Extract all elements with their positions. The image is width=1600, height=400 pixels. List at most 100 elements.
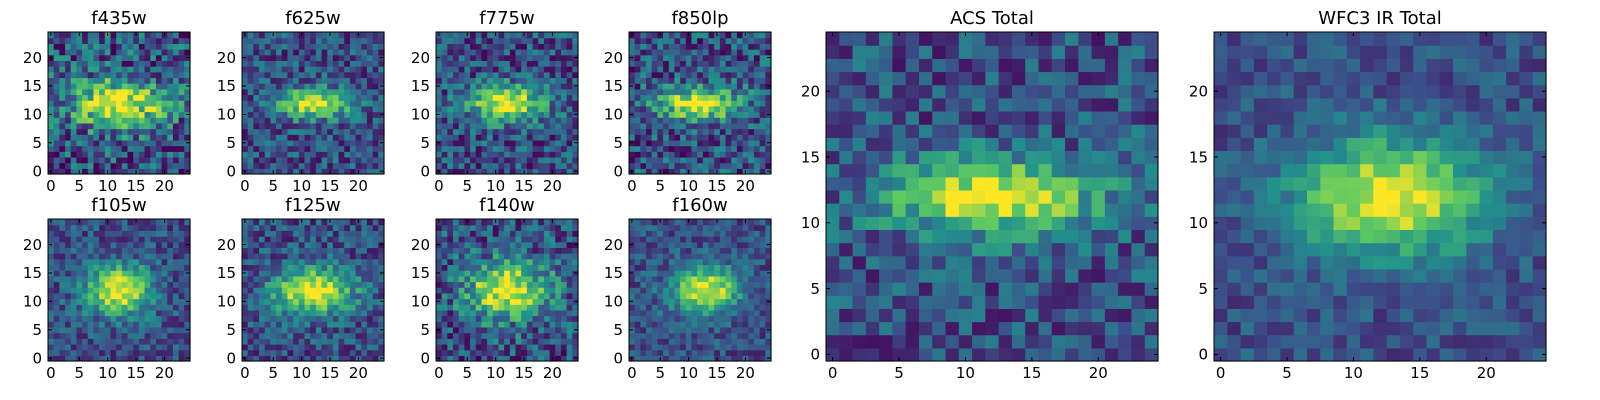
heatmap-cell	[110, 71, 117, 79]
heatmap-cell	[65, 71, 72, 79]
heatmap-cell	[332, 151, 340, 158]
heatmap-cell	[82, 287, 89, 294]
heatmap-cell	[555, 139, 562, 147]
heatmap-cell	[70, 105, 77, 113]
heatmap-cell	[498, 71, 505, 79]
heatmap-cell	[361, 247, 368, 254]
heatmap-cell	[104, 117, 112, 124]
heatmap-cell	[310, 343, 317, 351]
heatmap-cell	[725, 338, 732, 345]
heatmap-cell	[138, 122, 146, 130]
heatmap-cell	[748, 168, 755, 175]
x-tick-label: 15	[320, 364, 339, 382]
heatmap-cell	[719, 122, 727, 130]
heatmap-cell	[184, 343, 191, 351]
heatmap-cell	[464, 247, 471, 254]
heatmap-cell	[349, 100, 357, 107]
heatmap-cell	[144, 270, 151, 277]
heatmap-cell	[668, 287, 676, 294]
heatmap-cell	[87, 94, 95, 101]
heatmap-cell	[436, 253, 443, 260]
heatmap-cell	[634, 32, 641, 39]
axes-frame	[241, 218, 385, 362]
heatmap-cell	[464, 304, 471, 311]
heatmap-cell	[731, 145, 738, 152]
heatmap-cell	[475, 32, 483, 39]
heatmap-cell	[680, 60, 687, 67]
heatmap-cell	[742, 151, 749, 158]
heatmap-cell	[481, 315, 488, 322]
heatmap-cell	[549, 287, 556, 294]
heatmap-cell	[742, 315, 749, 322]
heatmap-cell	[144, 37, 151, 44]
heatmap-cell	[355, 287, 362, 294]
heatmap-cell	[276, 247, 283, 254]
heatmap-cell	[736, 338, 744, 345]
heatmap-cell	[304, 264, 311, 271]
heatmap-cell	[321, 43, 328, 50]
heatmap-cell	[691, 100, 698, 107]
heatmap-cell	[549, 162, 556, 169]
heatmap-cell	[338, 253, 345, 260]
x-tick-label: 10	[292, 177, 311, 195]
heatmap-cell	[172, 355, 180, 362]
heatmap-cell	[242, 117, 249, 124]
heatmap-cell	[543, 128, 551, 135]
heatmap-cell	[155, 151, 163, 158]
heatmap-cell	[538, 253, 545, 260]
heatmap-cell	[504, 94, 511, 101]
heatmap-cell	[725, 111, 732, 118]
heatmap-cell	[651, 66, 658, 73]
heatmap-cell	[116, 321, 123, 328]
heatmap-cell	[481, 60, 488, 67]
heatmap-cell	[555, 49, 562, 56]
heatmap-cell	[121, 122, 129, 130]
heatmap-cell	[327, 122, 334, 130]
heatmap-cell	[70, 77, 77, 84]
heatmap-cell	[668, 332, 676, 339]
heatmap-cell	[338, 321, 345, 328]
heatmap-cell	[453, 224, 460, 231]
heatmap-cell	[184, 275, 191, 283]
heatmap-cell	[504, 349, 511, 356]
heatmap-cell	[691, 151, 698, 158]
heatmap-cell	[714, 49, 721, 56]
heatmap-cell	[70, 230, 77, 237]
heatmap-cell	[276, 343, 283, 351]
heatmap-cell	[76, 134, 83, 141]
heatmap-cell	[498, 292, 505, 300]
heatmap-cell	[59, 117, 66, 124]
heatmap-cell	[65, 168, 72, 175]
heatmap-cell	[657, 162, 664, 169]
heatmap-cell	[321, 139, 328, 147]
heatmap-cell	[293, 49, 300, 56]
heatmap-cell	[287, 298, 294, 305]
heatmap-cell	[526, 258, 534, 266]
heatmap-cell	[287, 270, 294, 277]
heatmap-cell	[668, 54, 676, 61]
heatmap-cell	[138, 230, 146, 237]
heatmap-cell	[560, 156, 568, 164]
heatmap-cell	[504, 77, 511, 84]
heatmap-cell	[133, 321, 140, 328]
heatmap-cell	[719, 326, 727, 334]
heatmap-cell	[247, 168, 254, 175]
heatmap-cell	[338, 88, 345, 96]
y-tick-label: 20	[23, 49, 42, 67]
heatmap-cell	[447, 275, 454, 283]
heatmap-cell	[366, 281, 374, 288]
heatmap-cell	[138, 332, 146, 339]
heatmap-cell	[532, 321, 539, 328]
heatmap-cell	[372, 281, 379, 288]
heatmap-cell	[293, 66, 300, 73]
heatmap-cell	[116, 117, 123, 124]
heatmap-cell	[714, 309, 721, 317]
heatmap-cell	[657, 37, 664, 44]
heatmap-cell	[515, 304, 522, 311]
heatmap-cell	[725, 88, 732, 96]
heatmap-cell	[144, 145, 151, 152]
heatmap-cell	[99, 338, 106, 345]
heatmap-cell	[70, 117, 77, 124]
heatmap-cell	[327, 281, 334, 288]
heatmap-cell	[481, 71, 488, 79]
